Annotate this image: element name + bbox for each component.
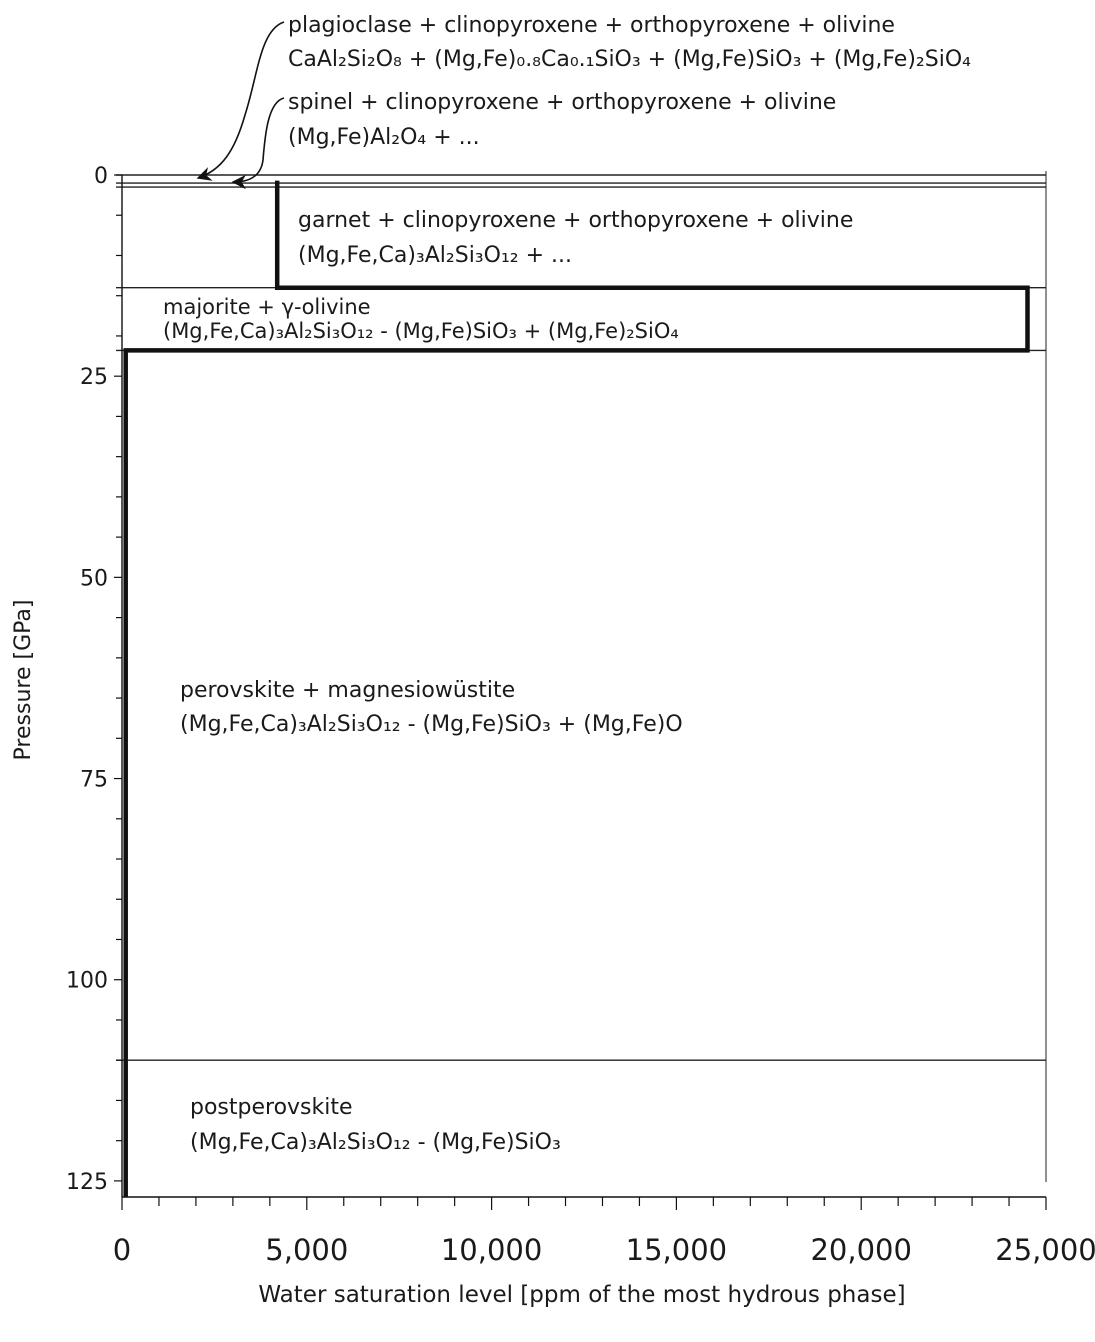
x-tick-label: 5,000 [265, 1233, 348, 1267]
phase-formula-postperovskite: (Mg,Fe,Ca)₃Al₂Si₃O₁₂ - (Mg,Fe)SiO₃ [190, 1130, 561, 1155]
phase-formula-perovskite: (Mg,Fe,Ca)₃Al₂Si₃O₁₂ - (Mg,Fe)SiO₃ + (Mg… [180, 712, 683, 737]
phase-formula-plagioclase: CaAl₂Si₂O₈ + (Mg,Fe)₀.₈Ca₀.₁SiO₃ + (Mg,F… [288, 47, 971, 72]
water-saturation-line [123, 180, 1030, 1197]
y-tick-label: 125 [66, 1170, 108, 1195]
phase-name-perovskite: perovskite + magnesiowüstite [180, 678, 515, 703]
y-tick-label: 50 [80, 566, 108, 591]
phase-name-garnet: garnet + clinopyroxene + orthopyroxene +… [298, 208, 853, 233]
arrow-layer [196, 21, 285, 190]
spinel-arrow [231, 97, 285, 190]
phase-name-majorite: majorite + γ-olivine [163, 295, 371, 319]
y-tick-label: 0 [94, 164, 108, 189]
series-layer [123, 180, 1030, 1197]
x-tick-label: 20,000 [810, 1233, 911, 1267]
phase-name-plagioclase: plagioclase + clinopyroxene + orthopyrox… [288, 13, 895, 38]
plagioclase-arrow [196, 21, 285, 181]
y-tick-label: 100 [66, 969, 108, 994]
phase-formula-garnet: (Mg,Fe,Ca)₃Al₂Si₃O₁₂ + ... [298, 243, 572, 268]
y-tick-label: 75 [80, 768, 108, 793]
phase-formula-spinel: (Mg,Fe)Al₂O₄ + ... [288, 125, 480, 150]
phase-name-postperovskite: postperovskite [190, 1095, 353, 1120]
x-tick-label: 0 [113, 1233, 131, 1267]
y-tick-label: 25 [80, 365, 108, 390]
x-tick-label: 25,000 [995, 1233, 1095, 1267]
phase-name-spinel: spinel + clinopyroxene + orthopyroxene +… [288, 90, 836, 115]
x-axis-title: Water saturation level [ppm of the most … [258, 1282, 905, 1308]
phase-formula-majorite: (Mg,Fe,Ca)₃Al₂Si₃O₁₂ - (Mg,Fe)SiO₃ + (Mg… [163, 319, 679, 343]
x-tick-label: 15,000 [626, 1233, 727, 1267]
x-tick-label: 10,000 [441, 1233, 542, 1267]
axis-layer: 0 25 50 75 100 125 0 5,000 10,000 15,000 20,000 25,… [66, 164, 1095, 1267]
y-axis-title: Pressure [GPa] [11, 600, 36, 761]
